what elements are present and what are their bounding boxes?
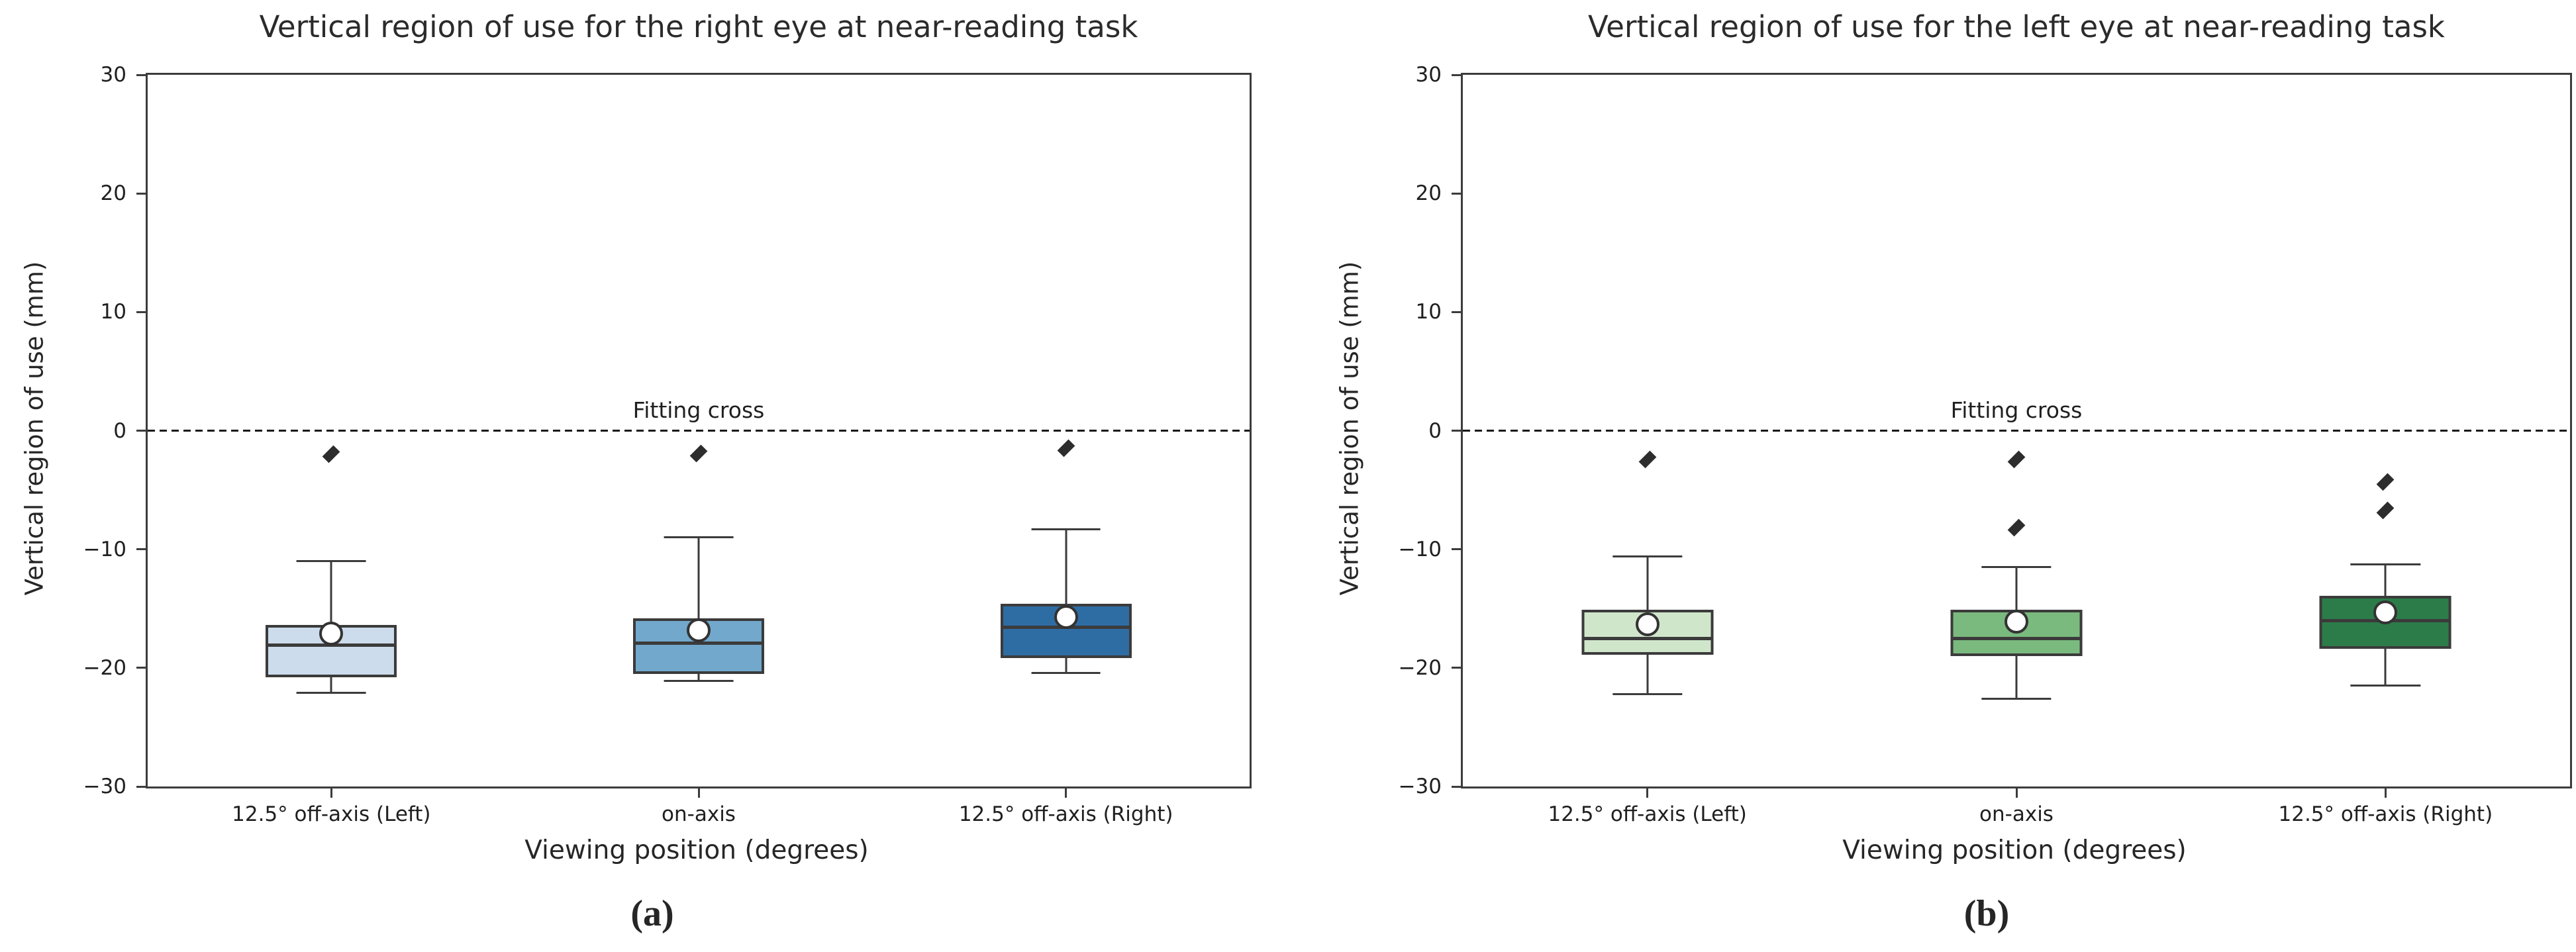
x-tick-mark <box>1065 788 1067 798</box>
whisker-cap <box>664 536 734 539</box>
x-tick-label: 12.5° off-axis (Right) <box>958 802 1173 826</box>
y-tick-mark <box>136 667 146 669</box>
y-tick-label: −10 <box>1398 537 1442 561</box>
y-tick-label: 0 <box>113 418 126 443</box>
x-tick-label: 12.5° off-axis (Left) <box>232 802 431 826</box>
y-tick-label: −30 <box>83 775 126 798</box>
y-tick-label: 0 <box>1428 418 1442 443</box>
panel-b-x-axis-label: Viewing position (degrees) <box>1842 835 2187 865</box>
whisker-cap <box>2350 563 2420 566</box>
box <box>266 625 397 678</box>
y-tick-label: −30 <box>1398 775 1442 798</box>
y-tick-label: 30 <box>1415 63 1442 87</box>
y-tick-label: 30 <box>100 63 126 87</box>
whisker <box>697 537 700 681</box>
mean-marker <box>2373 600 2398 624</box>
mean-marker <box>1054 604 1078 629</box>
y-tick-mark <box>1452 667 1461 669</box>
y-tick-label: −10 <box>83 537 126 561</box>
y-tick-mark <box>1452 548 1461 551</box>
panel-a-title: Vertical region of use for the right eye… <box>259 9 1138 44</box>
x-tick-label: 12.5° off-axis (Right) <box>2278 802 2493 826</box>
y-tick-mark <box>1452 430 1461 432</box>
outlier-point <box>1057 440 1075 457</box>
outlier-point <box>2376 501 2395 519</box>
outlier-point <box>1638 450 1657 468</box>
outlier-point <box>322 445 340 463</box>
y-tick-label: −20 <box>1398 655 1442 680</box>
y-tick-mark <box>1452 785 1461 788</box>
x-tick-label: on-axis <box>662 802 736 826</box>
whisker <box>1065 529 1067 673</box>
whisker-cap <box>296 691 366 694</box>
y-tick-mark <box>1452 310 1461 313</box>
x-tick-mark <box>697 788 700 798</box>
outlier-point <box>2376 473 2395 491</box>
panel-a-fitting-cross-reference-line <box>148 429 1250 432</box>
mean-marker <box>2005 609 2028 634</box>
whisker-cap <box>296 560 366 563</box>
y-tick-mark <box>136 73 146 76</box>
whisker-cap <box>664 680 734 683</box>
y-tick-mark <box>136 192 146 195</box>
whisker-cap <box>2350 685 2420 687</box>
mean-marker <box>687 618 711 642</box>
panel-b-plot-area: Fitting cross 30 20 10 0 −10 −20 −30 12.5° off-… <box>1399 63 2572 826</box>
panel-a-x-axis-label: Viewing position (degrees) <box>524 835 869 865</box>
outlier-point <box>2007 450 2026 468</box>
panel-b-fitting-cross-label: Fitting cross <box>1950 397 2083 423</box>
mean-marker <box>1635 612 1660 636</box>
y-tick-mark <box>1452 73 1461 76</box>
y-tick-mark <box>136 430 146 432</box>
whisker-cap <box>1031 671 1101 674</box>
whisker-cap <box>1031 528 1101 530</box>
y-tick-label: 20 <box>100 181 126 206</box>
whisker-cap <box>1981 566 2052 569</box>
y-tick-label: 10 <box>100 300 126 324</box>
y-tick-mark <box>136 785 146 788</box>
x-tick-mark <box>1646 788 1649 798</box>
panel-b-title: Vertical region of use for the left eye … <box>1588 9 2445 44</box>
x-tick-mark <box>2015 788 2018 798</box>
panel-b-letter: (b) <box>1963 893 2010 934</box>
panel-a-plot-area: Fitting cross 30 20 10 0 −10 −20 −30 12.5° off-… <box>83 63 1252 826</box>
median-line <box>1953 636 2080 640</box>
median-line <box>635 641 762 645</box>
panel-b-fitting-cross-reference-line <box>1463 429 2570 432</box>
y-tick-mark <box>136 310 146 313</box>
y-tick-mark <box>136 548 146 551</box>
outlier-point <box>2007 519 2026 537</box>
whisker-cap <box>1981 697 2052 700</box>
x-tick-mark <box>330 788 332 798</box>
whisker-cap <box>1612 692 1683 695</box>
y-tick-mark <box>1452 192 1461 195</box>
y-tick-label: −20 <box>83 655 126 680</box>
x-tick-label: on-axis <box>1979 802 2054 826</box>
mean-marker <box>319 621 344 645</box>
whisker-cap <box>1612 555 1683 557</box>
x-tick-mark <box>2384 788 2387 798</box>
y-tick-label: 20 <box>1415 181 1442 206</box>
outlier-point <box>689 444 708 462</box>
median-line <box>1584 636 1711 640</box>
y-tick-label: 10 <box>1415 300 1442 324</box>
x-tick-label: 12.5° off-axis (Left) <box>1548 802 1747 826</box>
panel-a-letter: (a) <box>630 893 674 934</box>
panel-a-fitting-cross-label: Fitting cross <box>632 397 765 423</box>
